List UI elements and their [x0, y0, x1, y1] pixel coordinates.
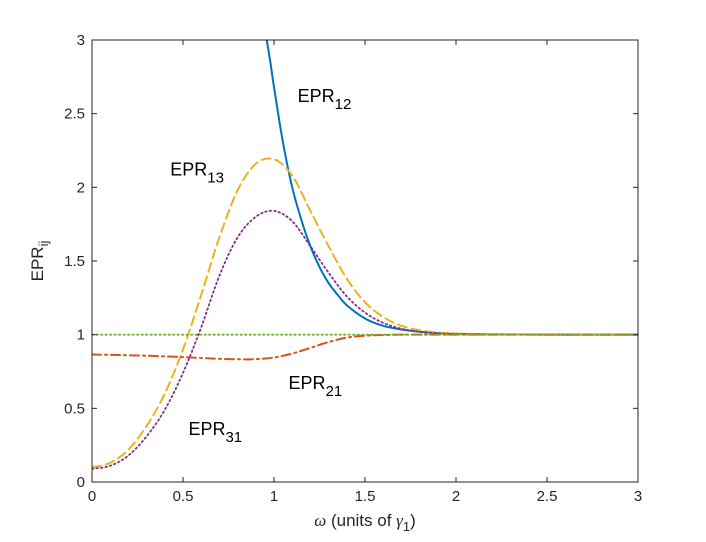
annotation-base: EPR: [298, 86, 335, 106]
plot-background: [92, 40, 638, 482]
y-tick-label: 0: [77, 474, 85, 491]
y-axis-label: EPRij: [28, 241, 51, 282]
x-axis-label-close: ): [410, 511, 416, 530]
tick-layer: 0 0.5 1 1.5 2 2.5 3 0 0.5 1 1.5 2 2.5 3: [64, 32, 642, 505]
y-tick-label: 2: [77, 179, 85, 196]
annotation-base: EPR: [289, 373, 326, 393]
x-tick-label: 3: [634, 488, 642, 505]
x-axis-label: ω (units of γ1): [314, 511, 416, 534]
annotation-epr13: EPR13: [170, 160, 224, 187]
x-tick-label: 1: [270, 488, 278, 505]
annotation-base: EPR: [188, 419, 225, 439]
series-layer: [92, 40, 638, 470]
x-tick-label: 2.5: [537, 488, 558, 505]
y-tick-label: 3: [77, 32, 85, 49]
annotation-base: EPR: [170, 160, 207, 180]
annotation-subscript: 12: [335, 96, 352, 113]
annotation-epr21: EPR21: [289, 373, 343, 400]
x-tick-label: 1.5: [355, 488, 376, 505]
y-tick-label: 1.5: [64, 253, 85, 270]
annotation-epr31: EPR31: [188, 419, 242, 446]
annotation-subscript: 21: [326, 383, 343, 400]
y-axis-label-base: EPR: [28, 246, 47, 281]
x-axis-label-symbol: ω: [314, 511, 326, 530]
x-axis-label-gamma-sub: 1: [403, 519, 410, 534]
x-tick-label: 2: [452, 488, 460, 505]
x-axis-label-text: (units of: [331, 511, 392, 530]
x-tick-label: 0.5: [173, 488, 194, 505]
y-axis-label-sub: ij: [36, 241, 51, 247]
x-axis-label-gamma: γ: [396, 511, 404, 530]
annotation-subscript: 31: [225, 429, 242, 446]
y-tick-label: 1: [77, 327, 85, 344]
y-tick-label: 0.5: [64, 400, 85, 417]
y-tick-label: 2.5: [64, 106, 85, 123]
annotation-epr12: EPR12: [298, 86, 352, 113]
annotation-subscript: 13: [207, 170, 224, 187]
x-tick-label: 0: [88, 488, 96, 505]
